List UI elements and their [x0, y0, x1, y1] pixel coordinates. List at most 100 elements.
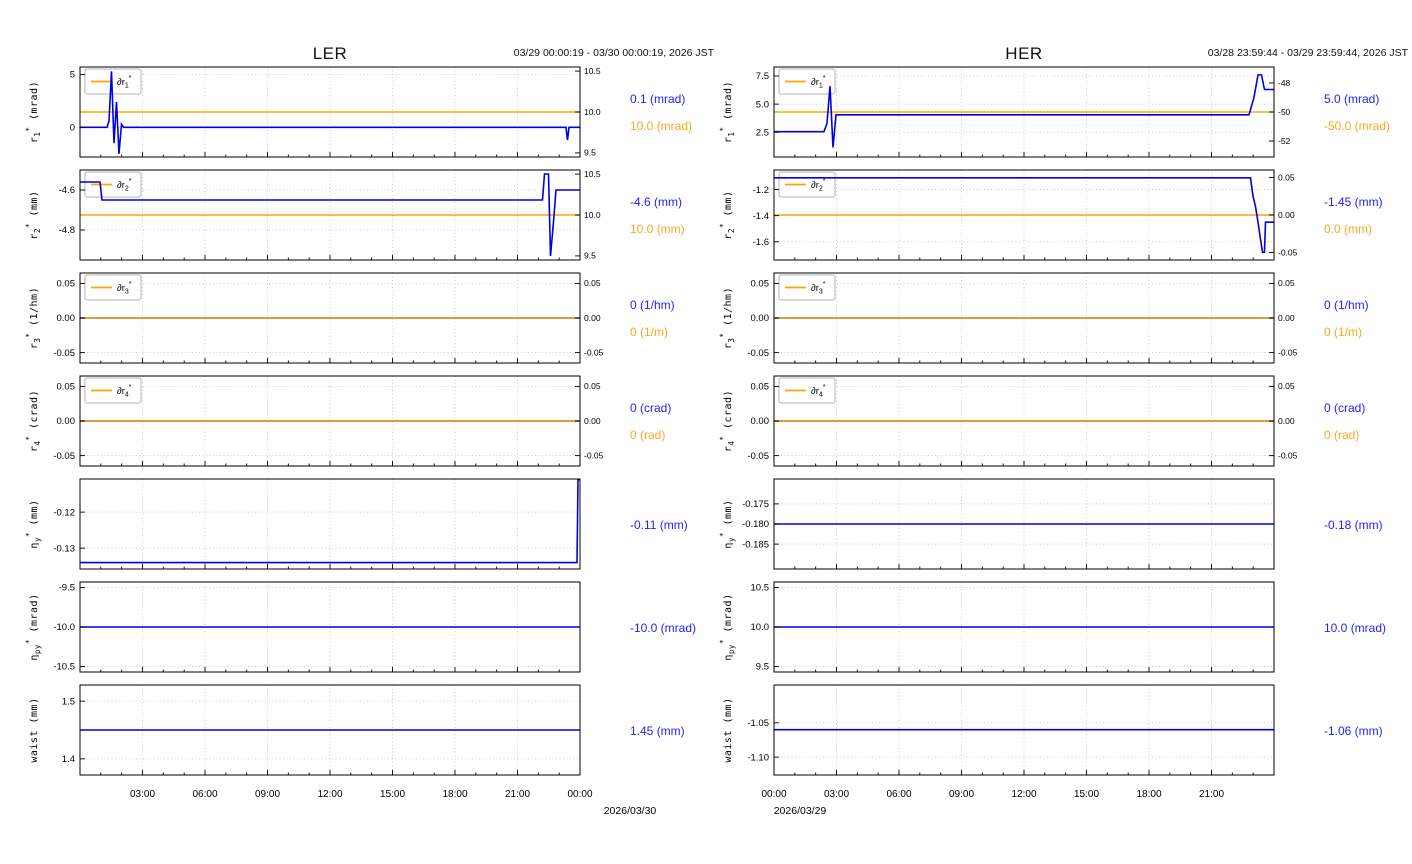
y-axis-label: ηpy* (mrad)	[25, 593, 43, 660]
readout-column: 1.45 (mm)	[618, 682, 718, 779]
readout-column: -0.11 (mm)	[618, 476, 718, 573]
readout-blue: -4.6 (mm)	[630, 195, 682, 209]
legend-box: ∂r2*	[778, 171, 836, 198]
plot-row-ler-r2: ∂r2* -4.6 -4.8 10.5 10.0 9.5 r2* (mm) -4.6 (mm)…	[24, 167, 718, 264]
readout-column: 0 (1/hm) 0 (1/m)	[1312, 270, 1412, 367]
subplot-ler-r2: ∂r2* -4.6 -4.8 10.5 10.0 9.5 r2* (mm)	[25, 169, 601, 261]
readout-blue: 10.0 (mrad)	[1324, 620, 1387, 635]
y-tick-label: -10.5	[53, 662, 75, 673]
readout-blue: -0.11 (mm)	[630, 517, 688, 532]
y-tick-label: -0.12	[53, 507, 75, 518]
subplot-ler-r1: ∂r1* 5 0 10.5 10.0 9.5 r1* (mrad)	[25, 66, 601, 158]
plot-row-her-r2: ∂r2* -1.2 -1.4 -1.6 0.05 0.00 -0.05 r2* (mm) -1.…	[718, 167, 1412, 264]
legend-box: ∂r1*	[778, 68, 836, 95]
y-axis-label: r4* (crad)	[25, 390, 43, 452]
y-tick-label: 5.0	[756, 99, 769, 110]
panel-her-header: HER 03/28 23:59:44 - 03/29 23:59:44, 202…	[718, 6, 1412, 64]
readout-column: -0.18 (mm)	[1312, 476, 1412, 573]
readout-orange: 0.0 (mm)	[1324, 222, 1372, 236]
right-tick-label: 0.05	[584, 381, 601, 391]
date-label: 2026/03/29	[774, 805, 827, 817]
plot-row-her-eta-y: -0.175 -0.180 -0.185 ηy* (mm) -0.18 (mm)	[718, 476, 1412, 573]
y-tick-label: -9.5	[59, 583, 75, 594]
right-tick-label: 0.05	[1278, 278, 1295, 288]
plots-ler: ∂r1* 5 0 10.5 10.0 9.5 r1* (mrad) 0.1 (mrad) 10.…	[24, 64, 718, 821]
x-tick-label: 15:00	[1074, 789, 1099, 800]
subplot-ler-eta-py: -9.5 -10.0 -10.5 ηpy* (mrad)	[25, 581, 581, 673]
y-axis-label: r3* (1/hm)	[719, 287, 737, 349]
plot-row-her-r1: ∂r1* 7.5 5.0 2.5 -48 -50 -52 r1* (mrad) 5.0 (mra…	[718, 64, 1412, 161]
panel-ler-header: LER 03/29 00:00:19 - 03/30 00:00:19, 202…	[24, 6, 718, 64]
subplot-her-r1: ∂r1* 7.5 5.0 2.5 -48 -50 -52 r1* (mrad)	[719, 66, 1291, 158]
y-tick-label: 1.5	[62, 696, 75, 707]
time-range-her: 03/28 23:59:44 - 03/29 23:59:44, 2026 JS…	[1207, 47, 1408, 59]
y-axis-label: r1* (mrad)	[719, 81, 737, 143]
right-tick-label: 0.00	[1278, 313, 1295, 323]
x-axis-ler: 03:00 06:00 09:00 12:00 15:00 18:00 21:00 00:00…	[130, 789, 657, 817]
readout-blue: 0 (crad)	[630, 401, 672, 415]
right-tick-label: -0.05	[1278, 247, 1298, 257]
x-tick-label: 15:00	[380, 789, 405, 800]
subplot-her-eta-py: 10.5 10.0 9.5 ηpy* (mrad)	[719, 581, 1275, 673]
y-tick-label: 0.05	[57, 382, 76, 393]
x-tick-label: 03:00	[130, 789, 155, 800]
y-axis-label: ηpy* (mrad)	[719, 593, 737, 660]
right-tick-label: -52	[1278, 136, 1291, 146]
y-tick-label: -1.05	[747, 718, 769, 729]
y-axis-label: waist (mm)	[29, 697, 40, 762]
readout-column: 0 (1/hm) 0 (1/m)	[618, 270, 718, 367]
readout-blue: -10.0 (mrad)	[630, 620, 697, 635]
legend-box: ∂r3*	[84, 274, 142, 301]
right-tick-label: 0.05	[1278, 172, 1295, 182]
subplot-her-waist: -1.05 -1.10 waist (mm)	[723, 684, 1275, 776]
readout-column: -10.0 (mrad)	[618, 579, 718, 676]
series-blue-line	[774, 74, 1274, 148]
y-axis-label: r1* (mrad)	[25, 81, 43, 143]
readout-orange: 0 (1/m)	[630, 325, 669, 339]
y-tick-label: -1.6	[753, 237, 769, 248]
y-tick-label: -0.05	[53, 348, 75, 359]
legend-label: ∂r2*	[117, 178, 132, 193]
readout-blue: -0.18 (mm)	[1324, 517, 1383, 532]
plot-row-ler-r1: ∂r1* 5 0 10.5 10.0 9.5 r1* (mrad) 0.1 (mrad) 10.…	[24, 64, 718, 161]
plot-row-her-r4: ∂r4* 0.05 0.00 -0.05 0.05 0.00 -0.05 r4* (crad)…	[718, 373, 1412, 470]
y-tick-label: 0	[70, 123, 75, 134]
subplot-ler-r3: ∂r3* 0.05 0.00 -0.05 0.05 0.00 -0.05 r3* (1/hm)	[25, 272, 604, 364]
y-tick-label: 10.5	[751, 583, 770, 594]
subplot-her-eta-y: -0.175 -0.180 -0.185 ηy* (mm)	[719, 478, 1275, 570]
panel-her: HER 03/28 23:59:44 - 03/29 23:59:44, 202…	[718, 6, 1412, 864]
readout-column: 0 (crad) 0 (rad)	[618, 373, 718, 470]
y-tick-label: -0.13	[53, 543, 75, 554]
y-axis-label: r3* (1/hm)	[25, 287, 43, 349]
y-tick-label: 0.00	[751, 416, 770, 427]
y-axis-label: ηy* (mm)	[719, 499, 737, 548]
y-axis-label: waist (mm)	[723, 697, 734, 762]
panel-title-her: HER	[1005, 44, 1043, 63]
y-tick-label: -0.185	[742, 539, 769, 550]
y-tick-label: -0.05	[53, 451, 75, 462]
right-tick-label: 10.5	[584, 66, 601, 76]
right-tick-label: 0.00	[1278, 210, 1295, 220]
legend-label: ∂r4*	[811, 384, 826, 399]
readout-column: -1.06 (mm)	[1312, 682, 1412, 779]
right-tick-label: 0.05	[584, 278, 601, 288]
y-tick-label: -0.05	[747, 348, 769, 359]
y-tick-label: 0.05	[57, 279, 76, 290]
readout-blue: -1.45 (mm)	[1324, 195, 1383, 209]
readout-column: -4.6 (mm) 10.0 (mm)	[618, 167, 718, 264]
plot-row-ler-r3: ∂r3* 0.05 0.00 -0.05 0.05 0.00 -0.05 r3* (1/hm)…	[24, 270, 718, 367]
legend-box: ∂r3*	[778, 274, 836, 301]
legend-label: ∂r2*	[811, 178, 826, 193]
right-tick-label: 9.5	[584, 251, 596, 261]
legend-box: ∂r2*	[84, 171, 142, 198]
y-tick-label: 9.5	[756, 662, 769, 673]
readout-orange: -50.0 (mrad)	[1324, 119, 1391, 133]
series-blue-line	[80, 71, 580, 154]
y-tick-label: -4.6	[59, 185, 75, 196]
subplot-ler-eta-y: -0.12 -0.13 ηy* (mm)	[25, 478, 581, 570]
plot-row-ler-eta-py: -9.5 -10.0 -10.5 ηpy* (mrad) -10.0 (mrad)	[24, 579, 718, 676]
date-label: 2026/03/30	[604, 805, 657, 817]
x-tick-label: 21:00	[1199, 789, 1224, 800]
right-tick-label: -50	[1278, 107, 1291, 117]
y-tick-label: 2.5	[756, 127, 769, 138]
